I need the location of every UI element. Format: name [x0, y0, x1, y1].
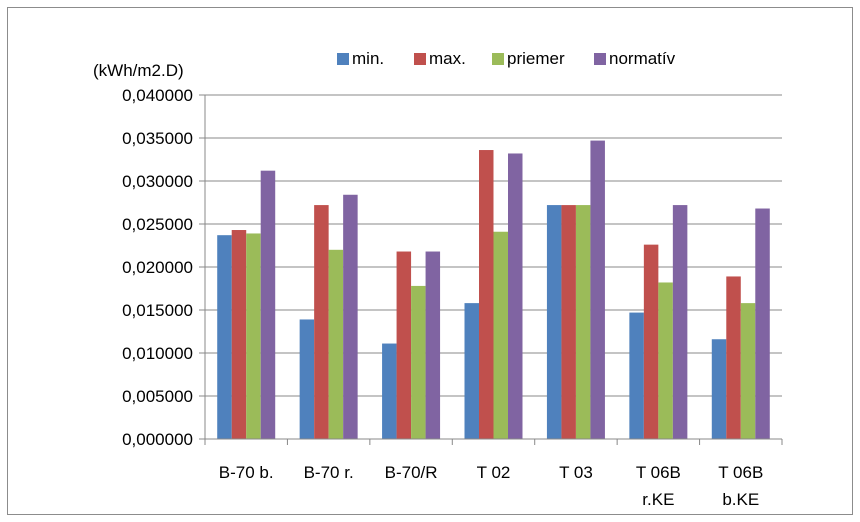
bars: [217, 140, 770, 440]
bar-normatv: [672, 205, 688, 439]
bar-min: [629, 312, 644, 439]
bar-priemer: [740, 303, 756, 439]
bar-max: [561, 205, 576, 439]
bar-max: [479, 150, 494, 440]
y-tick-label: 0,010000: [122, 344, 193, 363]
y-tick-label: 0,030000: [122, 172, 193, 191]
legend-label: min.: [352, 49, 384, 68]
bar-max: [726, 276, 741, 439]
x-category-label: b.KE: [722, 490, 759, 509]
y-tick-label: 0,015000: [122, 301, 193, 320]
bar-min: [711, 339, 727, 439]
legend-swatch: [492, 53, 504, 65]
bar-normatv: [590, 140, 605, 439]
x-category-label: B-70 b.: [219, 463, 274, 482]
bar-priemer: [328, 249, 344, 439]
bar-min: [546, 205, 562, 439]
y-tick-label: 0,005000: [122, 387, 193, 406]
bar-min: [464, 303, 479, 439]
y-tick-label: 0,025000: [122, 215, 193, 234]
y-axis-title: (kWh/m2.D): [93, 61, 184, 80]
x-category-label: r.KE: [642, 490, 674, 509]
bar-min: [217, 235, 232, 439]
bar-priemer: [575, 205, 591, 439]
bar-min: [299, 319, 315, 439]
labels: 0,000000 0,005000 0,010000 0,015000 0,020000…: [122, 86, 763, 509]
bar-priemer: [411, 285, 426, 439]
bar-max: [396, 251, 412, 439]
x-category-label: T 03: [559, 463, 593, 482]
x-category-label: T 02: [477, 463, 511, 482]
bar-normatv: [755, 208, 770, 439]
x-category-label: B-70 r.: [304, 463, 354, 482]
bar-normatv: [508, 153, 523, 440]
bar-max: [314, 205, 329, 439]
x-category-label: T 06B: [636, 463, 681, 482]
x-category-label: B-70/R: [385, 463, 438, 482]
legend-label: normatív: [609, 49, 676, 68]
bar-normatv: [343, 194, 358, 439]
y-tick-label: 0,000000: [122, 430, 193, 449]
y-tick-label: 0,035000: [122, 129, 193, 148]
legend-swatch: [594, 53, 606, 65]
legend: min. max. priemer normatív: [337, 49, 676, 68]
bar-priemer: [658, 282, 673, 439]
x-category-label: T 06B: [718, 463, 763, 482]
y-tick-label: 0,040000: [122, 86, 193, 105]
legend-label: max.: [429, 49, 466, 68]
legend-swatch: [337, 53, 349, 65]
axes: [199, 94, 783, 445]
bar-normatv: [260, 170, 276, 439]
bar-priemer: [493, 231, 508, 439]
legend-swatch: [414, 53, 426, 65]
bar-normatv: [425, 251, 441, 439]
legend-label: priemer: [507, 49, 565, 68]
bar-min: [382, 343, 397, 439]
bar-max: [231, 230, 247, 439]
y-tick-label: 0,020000: [122, 258, 193, 277]
bar-priemer: [246, 233, 261, 439]
bar-max: [643, 244, 659, 439]
